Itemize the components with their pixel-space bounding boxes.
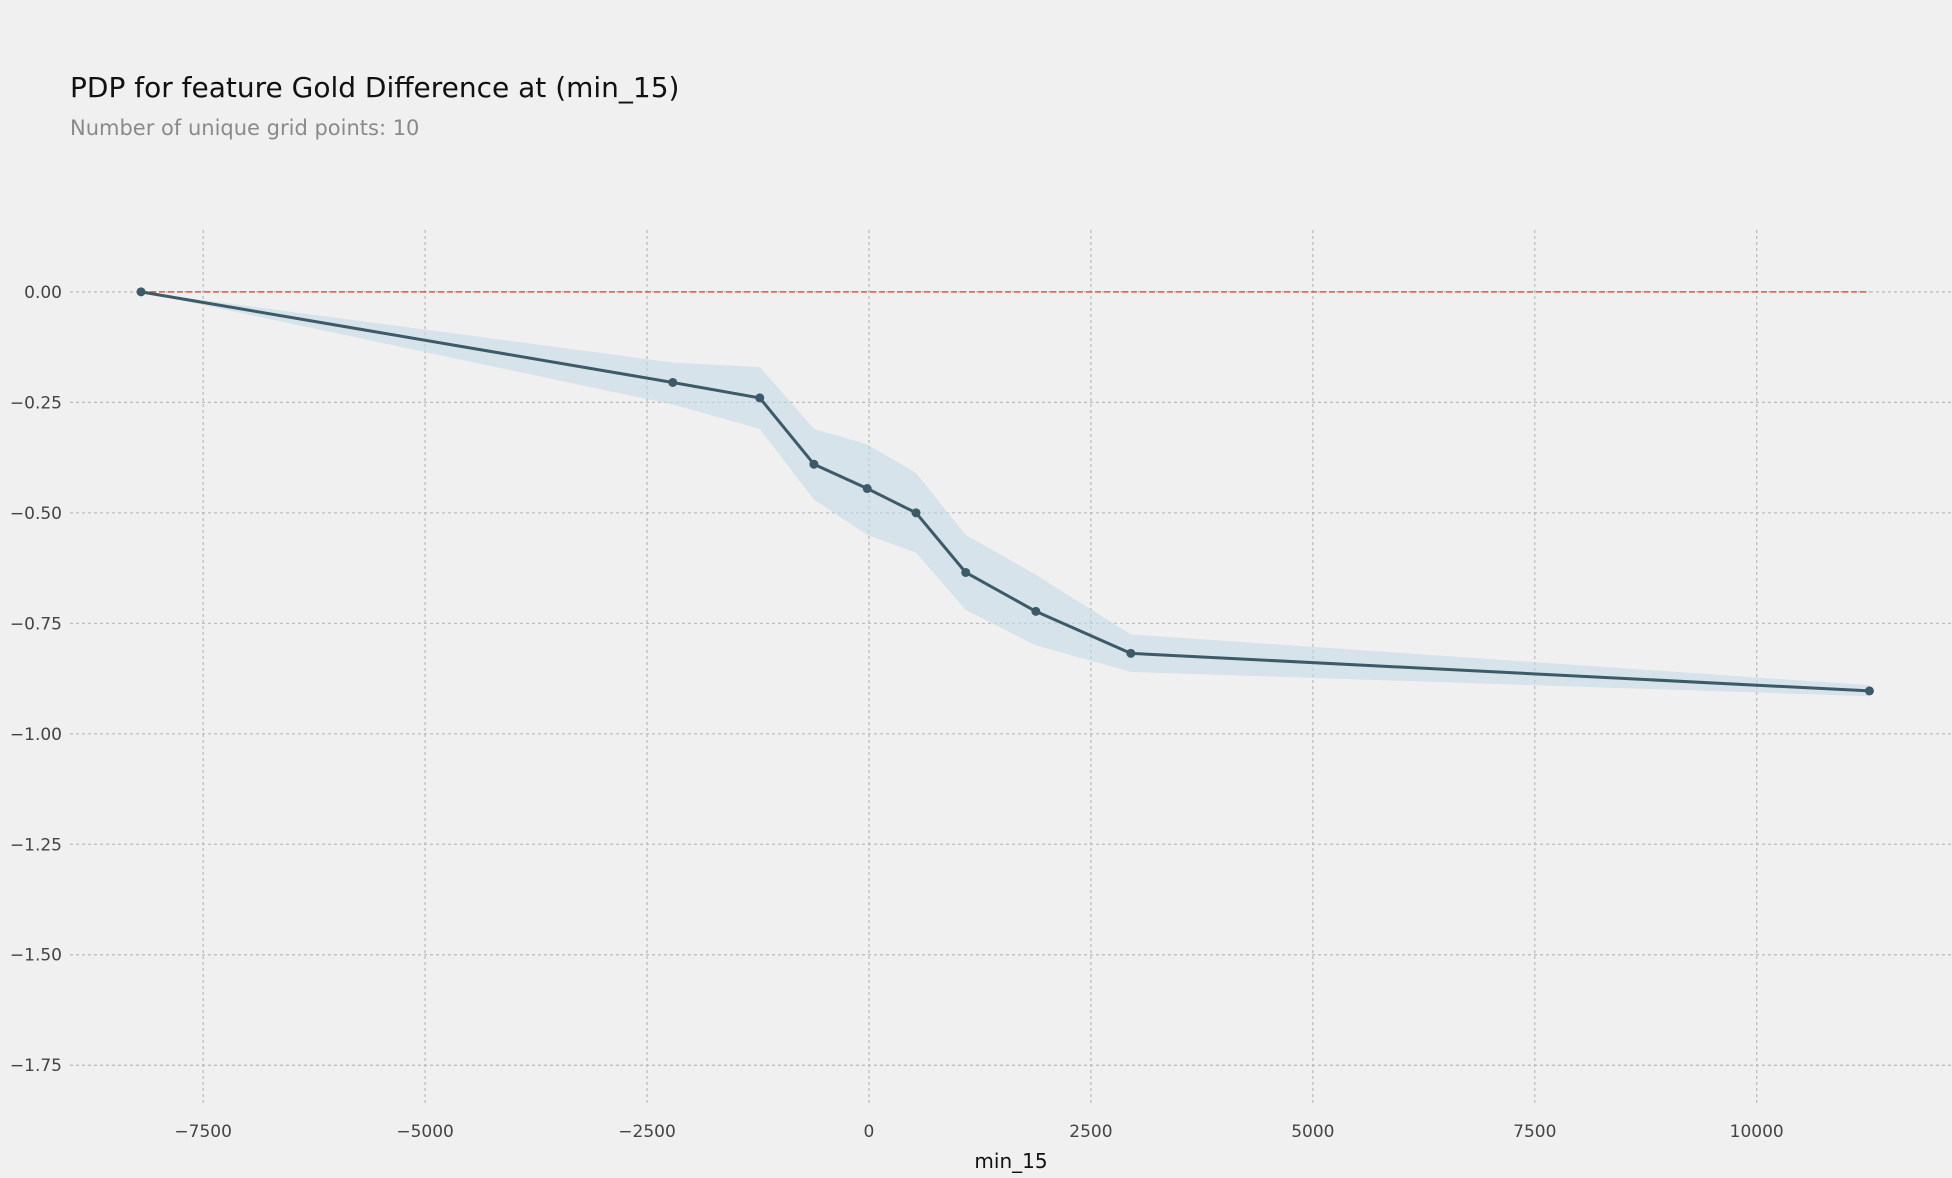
y-tick-label: −1.00 [10,725,62,745]
x-tick-label: −5000 [396,1122,454,1142]
grid-lines [70,230,1952,1105]
y-tick-label: −1.50 [10,946,62,966]
y-tick-label: −0.25 [10,393,62,413]
x-tick-label: 5000 [1291,1122,1334,1142]
pdp-point [755,393,765,403]
tick-labels: −7500 −5000 −2500 0 2500 5000 7500 10000 0.00 −0.… [10,283,1784,1142]
pdp-point [1031,606,1041,616]
y-tick-label: −0.50 [10,504,62,524]
y-tick-label: −1.25 [10,835,62,855]
pdp-point [1864,686,1874,696]
y-tick-label: −1.75 [10,1056,62,1076]
chart-title: PDP for feature Gold Difference at (min_… [70,71,679,104]
pdp-point [911,508,921,518]
y-tick-label: 0.00 [24,283,62,303]
chart-subtitle: Number of unique grid points: 10 [70,116,419,140]
pdp-point [961,567,971,577]
y-tick-label: −0.75 [10,614,62,634]
pdp-point [136,287,146,297]
x-tick-label: 10000 [1730,1122,1784,1142]
x-tick-label: 2500 [1069,1122,1112,1142]
pdp-series [136,287,1874,696]
confidence-band-area [141,291,1870,697]
confidence-band [141,291,1870,697]
pdp-point [809,459,819,469]
x-tick-label: 0 [864,1122,875,1142]
pdp-point [1126,648,1136,658]
x-tick-label: −2500 [618,1122,676,1142]
x-axis-label: min_15 [974,1149,1047,1173]
x-tick-label: 7500 [1513,1122,1556,1142]
x-tick-label: −7500 [174,1122,232,1142]
pdp-point [668,377,678,387]
pdp-line [140,290,1870,693]
pdp-point [862,484,872,494]
